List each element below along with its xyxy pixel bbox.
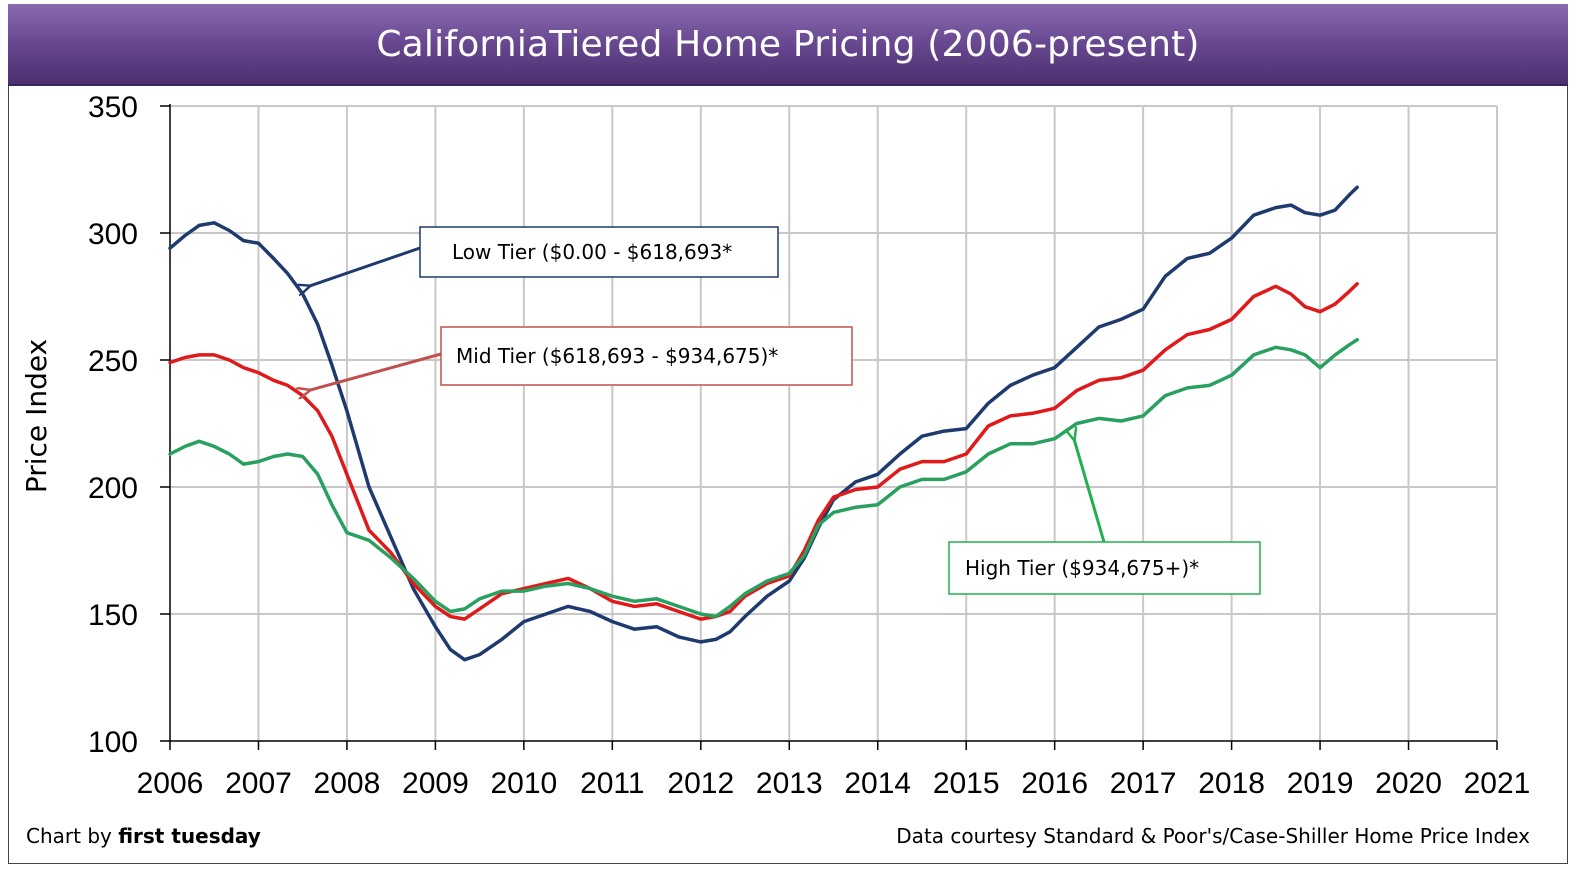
footer-credit: Chart by first tuesday	[26, 824, 261, 848]
x-tick-label: 2014	[844, 767, 911, 800]
x-tick-label: 2009	[402, 767, 469, 800]
chart-frame	[8, 4, 1568, 864]
x-tick-label: 2006	[137, 767, 204, 800]
callout-box	[419, 226, 779, 278]
callout-label: Mid Tier ($618,693 - $934,675)*	[456, 344, 778, 368]
callout-label: Low Tier ($0.00 - $618,693*	[452, 240, 732, 264]
y-tick-label: 250	[88, 345, 138, 378]
x-tick-label: 2019	[1287, 767, 1354, 800]
axes: 100 150 200 250 300 350 2006 2007 2008 2009 2010 20…	[88, 91, 1530, 800]
x-tick-label: 2021	[1464, 767, 1531, 800]
callout-label: High Tier ($934,675+)*	[965, 556, 1199, 580]
x-tick-label: 2012	[667, 767, 734, 800]
footer-credit-prefix: Chart by	[26, 824, 118, 848]
y-tick-label: 100	[88, 726, 138, 759]
x-tick-label: 2013	[756, 767, 823, 800]
x-tick-label: 2016	[1021, 767, 1088, 800]
x-tick-label: 2020	[1375, 767, 1442, 800]
x-tick-label: 2015	[933, 767, 1000, 800]
x-tick-label: 2018	[1198, 767, 1265, 800]
series-line-1	[168, 282, 1359, 621]
footer-credit-brand: first tuesday	[118, 824, 261, 848]
y-tick-label: 150	[88, 599, 138, 632]
callout-arrow	[1074, 439, 1106, 543]
callout-arrow	[309, 246, 421, 286]
series-line-2	[168, 337, 1359, 619]
x-tick-label: 2007	[225, 767, 292, 800]
grid	[170, 105, 1498, 741]
x-tick-label: 2011	[580, 767, 645, 800]
title-bar: CaliforniaTiered Home Pricing (2006-pres…	[8, 4, 1568, 86]
y-tick-label: 200	[88, 472, 138, 505]
callout-box	[948, 541, 1261, 595]
y-tick-label: 350	[88, 91, 138, 124]
x-tick-label: 2008	[314, 767, 381, 800]
callouts: Low Tier ($0.00 - $618,693* Mid Tier ($61…	[309, 226, 1261, 595]
y-axis-label: Price Index	[20, 339, 53, 493]
series-group	[168, 185, 1359, 662]
chart-title: CaliforniaTiered Home Pricing (2006-pres…	[376, 23, 1200, 65]
y-tick-label: 300	[88, 218, 138, 251]
callout-box	[440, 326, 853, 386]
x-tick-label: 2017	[1110, 767, 1177, 800]
x-tick-label: 2010	[490, 767, 557, 800]
callout-arrow	[309, 352, 442, 390]
footer-source: Data courtesy Standard & Poor's/Case-Shi…	[896, 824, 1530, 848]
series-line-0	[168, 185, 1359, 662]
